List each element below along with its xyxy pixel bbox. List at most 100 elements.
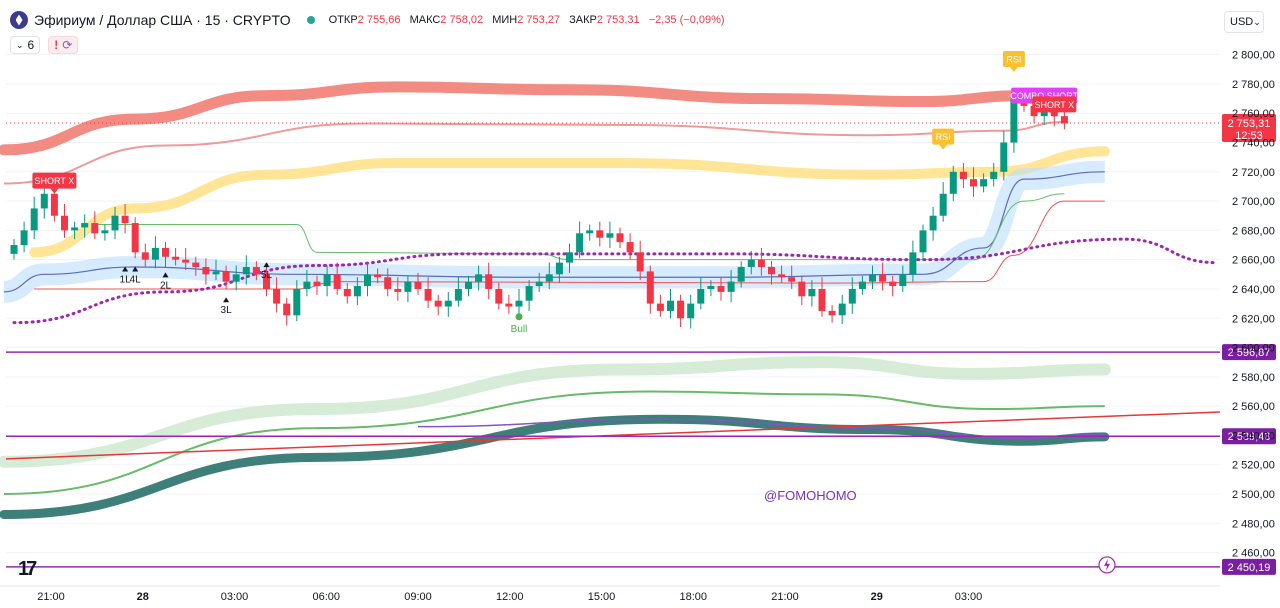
candle-body [990,171,998,180]
candle-body [202,266,210,275]
candle-body [869,274,876,282]
price-axis-tick: 2 560,00 [1232,401,1275,413]
candle-body [1040,110,1048,117]
price-level-label: 2 596,87 [1228,347,1271,359]
candle-body [465,281,472,289]
signal-pointer [50,188,59,194]
candle-body [505,303,513,307]
change-value: −2,35 (−0,09%) [648,14,725,26]
candle-body [879,274,887,282]
time-axis-tick: 18:00 [679,591,707,603]
candle-body [919,230,927,253]
candle-body [424,288,432,301]
price-level-label: 2 450,19 [1228,562,1271,574]
candle-body [555,262,563,275]
candle-body [162,247,169,257]
price-axis-tick: 2 600,00 [1232,343,1275,355]
candle-body [50,193,58,216]
level-marker-label: 1L [120,274,132,285]
green-step-line [94,193,1065,261]
price-axis-tick: 2 780,00 [1232,79,1275,91]
price-axis-tick: 2 700,00 [1232,196,1275,208]
candle-body [232,274,240,282]
time-axis-tick: 28 [137,591,149,603]
candle-body [111,215,119,231]
price-axis: 2 800,00 2 780,00 2 760,00 2 740,00 2 720,00… [1232,50,1275,560]
candle-body [353,286,361,297]
price-axis-tick: 2 740,00 [1232,138,1275,150]
price-axis-tick: 2 460,00 [1232,548,1275,560]
signal-label: RSI [936,132,951,142]
trend-line [5,411,1221,460]
candle-body [566,252,573,263]
tradingview-logo: 17 [18,558,37,580]
signal-label: SHORT X [1034,100,1074,110]
candle-body [30,208,38,231]
signal-pointer [939,144,948,150]
candle-body [747,259,755,267]
candle-body [970,179,977,187]
ohlc-values: ОТКР2 755,66 МАКС2 758,02 МИН2 753,27 ЗА… [328,14,725,26]
candle-body [182,259,190,263]
signal-label: COMBO SHORT [1010,91,1078,101]
candle-body [192,262,200,267]
candle-body [939,193,947,216]
candle-body [656,303,664,311]
candle-body [454,288,462,301]
signal-label: RSI [1006,55,1021,65]
candle-body [242,266,250,275]
lightning-glyph [1104,558,1110,571]
candle-body [818,288,826,311]
chevron-down-icon: ⌄ [1253,16,1261,27]
candle-body [444,300,452,307]
level-marker-label: 4L [130,274,142,285]
candle-body [626,242,634,253]
candle-body [414,281,422,289]
candle-body [768,266,775,275]
candle-body [980,179,988,187]
candle-body [252,266,260,275]
candle-body [798,281,806,297]
symbol-title[interactable]: Эфириум / Доллар США · 15 · CRYPTO [34,12,291,28]
level-marker-arrow [162,272,169,278]
price-axis-tick: 2 520,00 [1232,460,1275,472]
last-price-label-bg [1222,114,1276,143]
signal-label-bg [1002,51,1025,68]
alert-button[interactable]: ! ⟳ [48,36,79,54]
candle-body [101,230,109,234]
candle-body [545,274,553,282]
price-axis-tick: 2 680,00 [1232,225,1275,237]
candle-body [71,227,79,231]
price-axis-tick: 2 640,00 [1232,284,1275,296]
price-level-label-bg [1222,344,1276,361]
indicators-toggle-button[interactable]: ⌄ 6 [10,36,41,54]
level-marker-arrow [122,266,129,272]
candle-body [757,259,765,267]
candle-body [535,281,543,287]
candle-body [828,310,836,316]
candle-body [677,300,685,319]
time-axis-tick: 15:00 [588,591,616,603]
candle-body [848,288,856,304]
candle-body [606,233,614,238]
candle-body [646,271,654,304]
indicator-bands [0,81,1221,519]
currency-select[interactable]: USD ⌄ [1224,11,1264,33]
time-axis-tick: 03:00 [221,591,249,603]
chart-header: Эфириум / Доллар США · 15 · CRYPTO ОТКР2… [10,8,731,32]
signal-pointer [1009,67,1018,73]
dotted-trend-line [12,237,1218,325]
time-axis: 21:00 28 03:00 06:00 09:00 12:00 15:00 18:00 21:… [0,585,1220,603]
ethereum-icon [10,11,28,29]
candle-body [687,303,695,319]
signal-label-bg [932,128,955,145]
candle-body [364,274,371,287]
candle-body [212,271,220,275]
refresh-icon: ⟳ [62,38,73,52]
candle-body [515,300,523,307]
signal-pointer [1050,112,1059,118]
candle-body [303,281,311,289]
price-level-label-bg [1222,428,1276,445]
